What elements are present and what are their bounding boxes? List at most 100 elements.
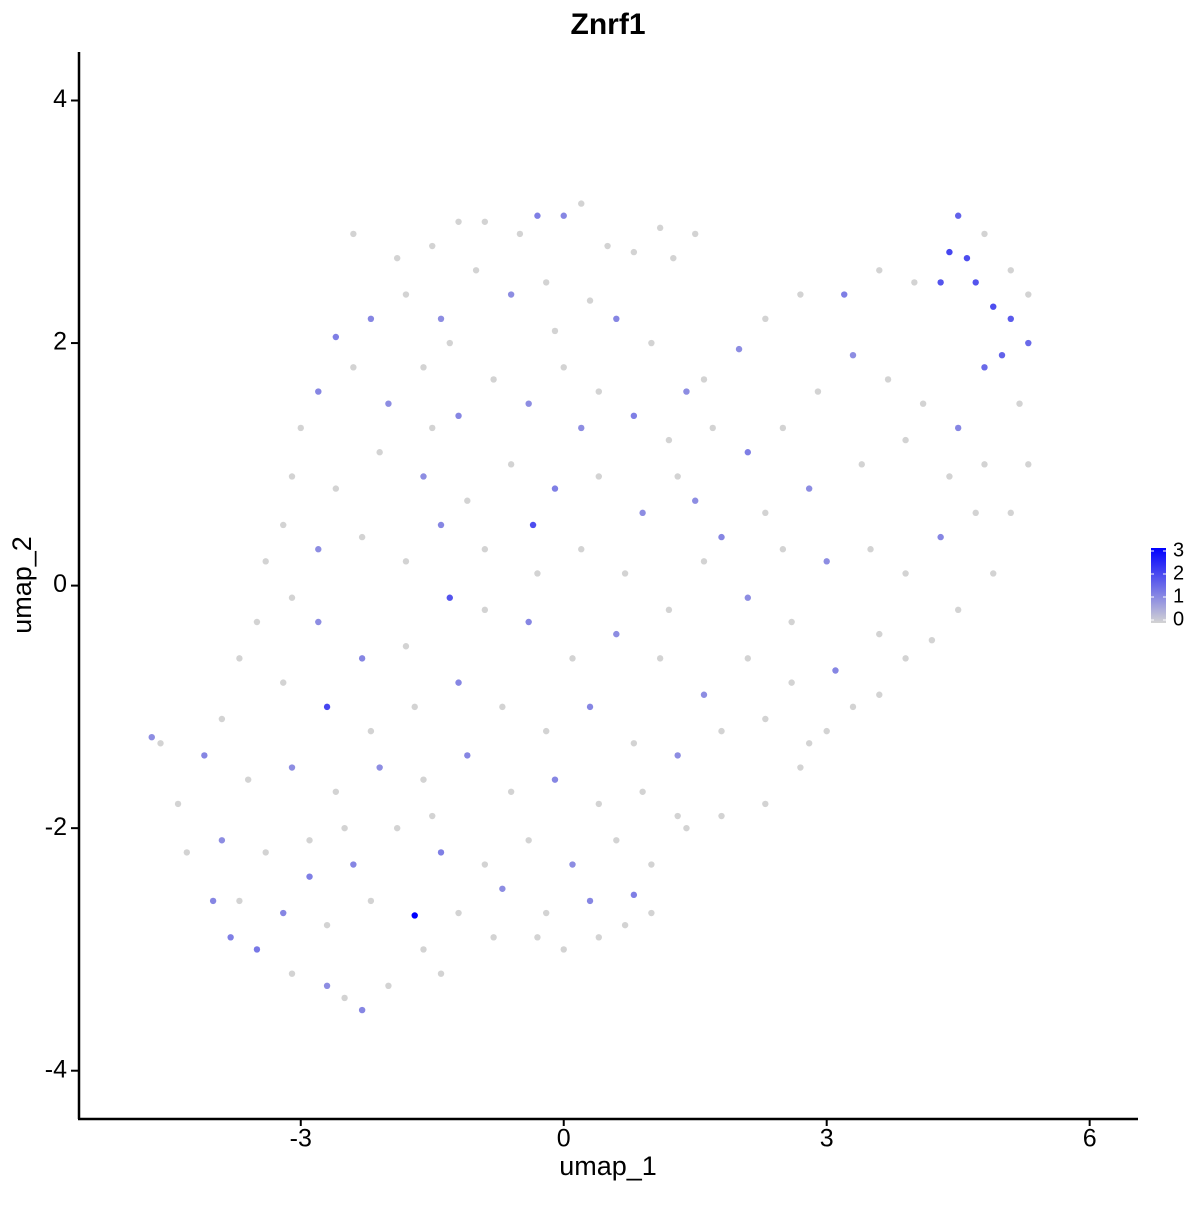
x-axis-title: umap_1 (559, 1151, 657, 1181)
point (253, 618, 261, 626)
point (735, 345, 743, 353)
x-tick-label: 3 (820, 1125, 834, 1153)
point (288, 764, 296, 771)
point (683, 388, 690, 395)
point (928, 636, 936, 644)
point (262, 849, 269, 856)
point (858, 461, 865, 468)
point (323, 982, 331, 990)
point (762, 315, 769, 323)
point (315, 546, 322, 553)
point (569, 861, 576, 868)
point (420, 946, 427, 953)
point (367, 727, 375, 735)
point (788, 679, 795, 686)
colorbar-label: 1 (1173, 585, 1184, 607)
point (174, 800, 182, 808)
point (656, 224, 664, 232)
point (981, 364, 988, 371)
point (437, 315, 445, 323)
point (700, 691, 708, 698)
point (718, 812, 725, 820)
point (420, 364, 427, 371)
point (805, 740, 813, 747)
point (385, 982, 392, 990)
y-tick-label: -2 (45, 813, 67, 841)
point (280, 521, 287, 529)
point (244, 776, 252, 783)
point (1025, 339, 1032, 347)
point (429, 424, 436, 432)
point (990, 303, 997, 310)
point (560, 946, 567, 953)
point (595, 800, 602, 808)
point (700, 558, 708, 565)
point (481, 546, 489, 553)
point (779, 424, 787, 432)
point (630, 248, 638, 256)
point (288, 970, 296, 977)
point (358, 533, 366, 541)
point (1025, 291, 1032, 298)
point (718, 727, 725, 735)
point (972, 509, 979, 517)
point (148, 733, 155, 741)
point (490, 934, 497, 941)
point (525, 837, 532, 844)
point (692, 497, 699, 504)
point (543, 909, 550, 917)
point (814, 388, 822, 395)
point (876, 691, 883, 698)
point (560, 212, 567, 219)
point (937, 533, 944, 541)
point (700, 376, 708, 383)
point (543, 727, 550, 735)
point (788, 618, 795, 626)
point (692, 230, 699, 238)
point (236, 897, 243, 905)
point (560, 364, 567, 371)
point (367, 897, 375, 905)
point (578, 546, 585, 553)
point (446, 339, 453, 347)
point (648, 861, 655, 868)
x-tick-label: -3 (290, 1125, 312, 1153)
point (630, 891, 638, 899)
point (236, 655, 243, 662)
point (876, 267, 883, 274)
point (323, 921, 331, 929)
point (946, 248, 953, 256)
colorbar-label: 3 (1173, 539, 1184, 561)
point (665, 606, 673, 614)
point (350, 230, 357, 238)
point (823, 558, 830, 565)
point (280, 679, 287, 686)
point (332, 485, 340, 492)
point (595, 388, 602, 395)
point (209, 897, 217, 905)
point (849, 703, 857, 711)
point (902, 655, 909, 662)
point (665, 436, 673, 444)
point (595, 473, 602, 480)
point (341, 824, 348, 832)
point (376, 449, 383, 456)
point (420, 776, 427, 783)
point (744, 594, 752, 601)
point (218, 837, 226, 844)
point (481, 606, 489, 614)
point (648, 909, 655, 917)
point (437, 970, 445, 977)
y-tick-label: -4 (45, 1055, 67, 1083)
point (499, 703, 506, 711)
y-tick-label: 0 (53, 570, 67, 598)
point (937, 279, 944, 286)
point (507, 788, 515, 795)
point (516, 230, 524, 238)
point (1016, 400, 1023, 407)
point (604, 242, 611, 250)
point (630, 412, 638, 420)
colorbar-label: 0 (1173, 608, 1184, 630)
point (744, 449, 752, 456)
